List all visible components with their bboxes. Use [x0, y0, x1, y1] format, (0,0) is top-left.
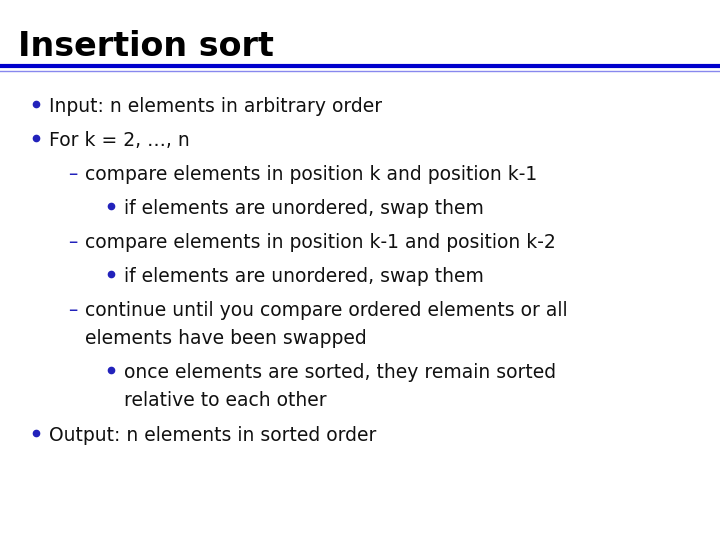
Text: Input: n elements in arbitrary order: Input: n elements in arbitrary order [49, 97, 382, 116]
Text: –: – [68, 165, 77, 184]
Text: compare elements in position k and position k-1: compare elements in position k and posit… [85, 165, 537, 184]
Text: For k = 2, …, n: For k = 2, …, n [49, 131, 189, 150]
Text: relative to each other: relative to each other [124, 392, 326, 410]
Text: elements have been swapped: elements have been swapped [85, 329, 366, 348]
Text: if elements are unordered, swap them: if elements are unordered, swap them [124, 267, 484, 286]
Text: compare elements in position k-1 and position k-2: compare elements in position k-1 and pos… [85, 233, 556, 252]
Text: if elements are unordered, swap them: if elements are unordered, swap them [124, 199, 484, 218]
Text: –: – [68, 233, 77, 252]
Text: Insertion sort: Insertion sort [18, 30, 274, 63]
Text: continue until you compare ordered elements or all: continue until you compare ordered eleme… [85, 301, 567, 320]
Text: Output: n elements in sorted order: Output: n elements in sorted order [49, 426, 377, 444]
Text: once elements are sorted, they remain sorted: once elements are sorted, they remain so… [124, 363, 556, 382]
Text: –: – [68, 301, 77, 320]
